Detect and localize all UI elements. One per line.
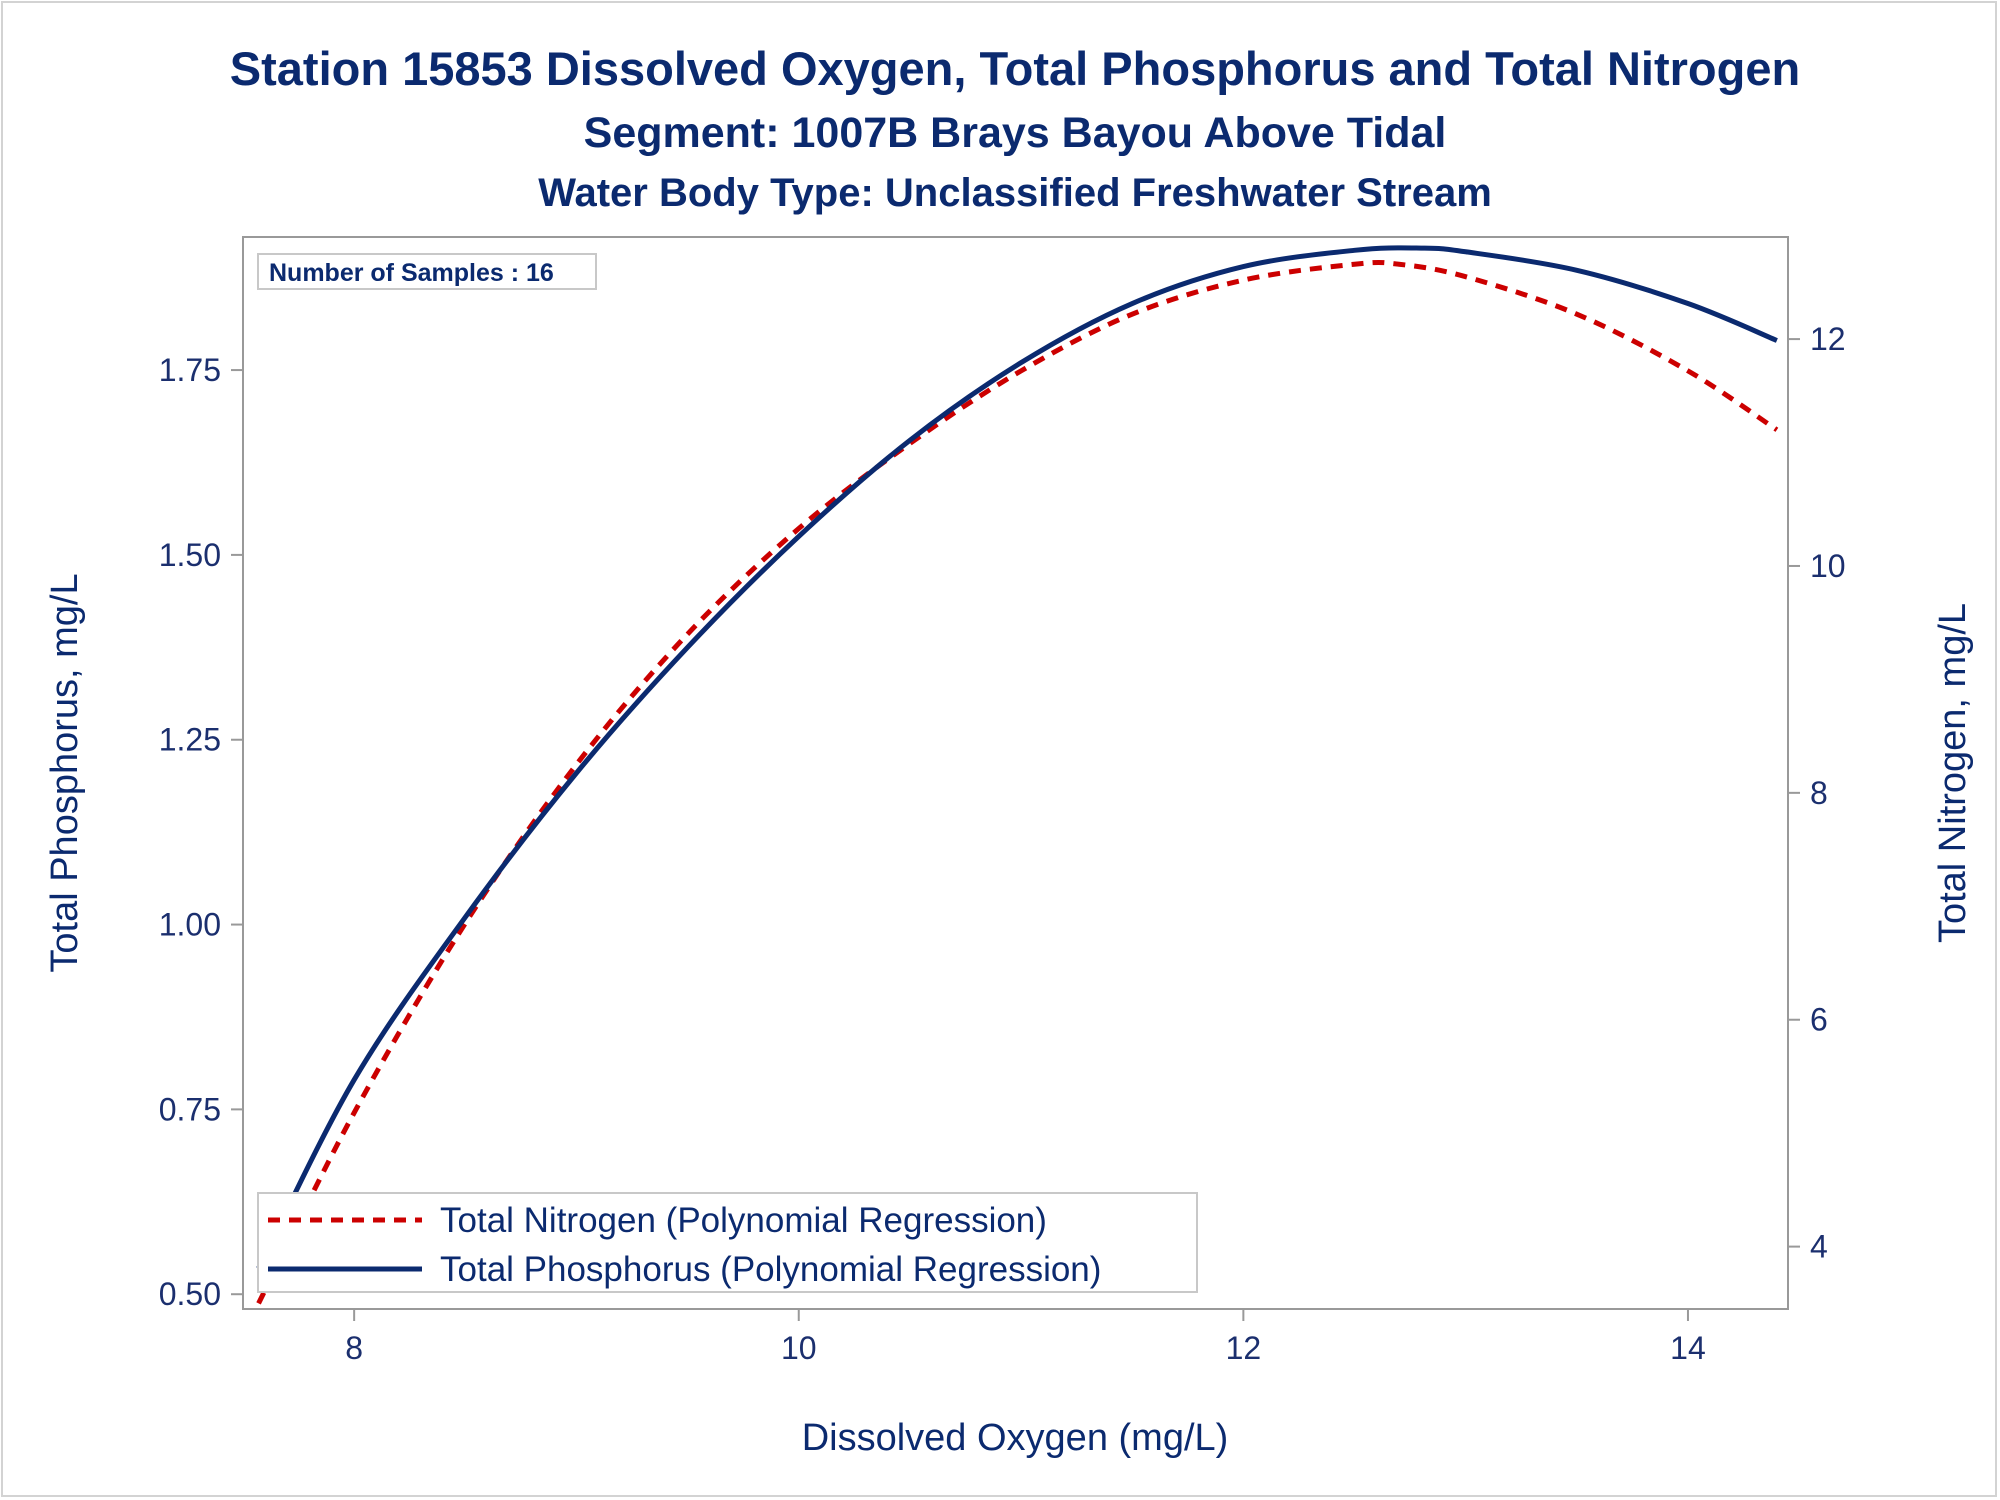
chart-subtitle-2: Water Body Type: Unclassified Freshwater… (538, 171, 1492, 215)
x-axis: 8 10 12 14 (345, 1309, 1706, 1366)
series-line-nitrogen (256, 259, 1779, 1305)
y-tick-label-1: 0.75 (159, 1091, 221, 1127)
legend-label-phosphorus: Total Phosphorus (Polynomial Regression) (440, 1250, 1101, 1289)
y2-tick-label-3: 10 (1810, 548, 1846, 584)
y-axis-label: Total Phosphorus, mg/L (44, 573, 86, 972)
y2-tick-label-0: 4 (1810, 1229, 1828, 1265)
chart-title: Station 15853 Dissolved Oxygen, Total Ph… (230, 42, 1800, 95)
legend-label-nitrogen: Total Nitrogen (Polynomial Regression) (440, 1201, 1047, 1240)
sample-count-inset: Number of Samples : 16 (257, 253, 597, 290)
inset-box (257, 253, 597, 290)
y-axis-right: 4 6 8 10 12 (1788, 321, 1846, 1265)
chart-subtitle: Segment: 1007B Brays Bayou Above Tidal (584, 109, 1447, 157)
legend: Total Nitrogen (Polynomial Regression) T… (257, 1192, 1198, 1293)
y2-axis-label: Total Nitrogen, mg/L (1932, 603, 1974, 943)
legend-box (257, 1192, 1198, 1293)
y-axis-left: 0.50 0.75 1.00 1.25 1.50 1.75 (159, 352, 243, 1312)
y-tick-label-2: 1.00 (159, 907, 221, 943)
x-axis-label: Dissolved Oxygen (mg/L) (802, 1417, 1229, 1459)
y2-tick-label-2: 8 (1810, 775, 1828, 811)
inset-text: Number of Samples : 16 (269, 259, 554, 287)
series-line-phosphorus (256, 245, 1778, 1270)
series-layer (256, 245, 1779, 1305)
y-tick-label-5: 1.75 (159, 352, 221, 388)
plot-area (242, 236, 1789, 1310)
x-tick-label-1: 10 (781, 1330, 817, 1366)
x-tick-label-3: 14 (1670, 1330, 1706, 1366)
y2-tick-label-4: 12 (1810, 321, 1846, 357)
x-tick-label-2: 12 (1226, 1330, 1262, 1366)
x-tick-label-0: 8 (345, 1330, 363, 1366)
y-tick-label-3: 1.25 (159, 722, 221, 758)
y-tick-label-0: 0.50 (159, 1276, 221, 1312)
y-tick-label-4: 1.50 (159, 537, 221, 573)
y2-tick-label-1: 6 (1810, 1002, 1828, 1038)
